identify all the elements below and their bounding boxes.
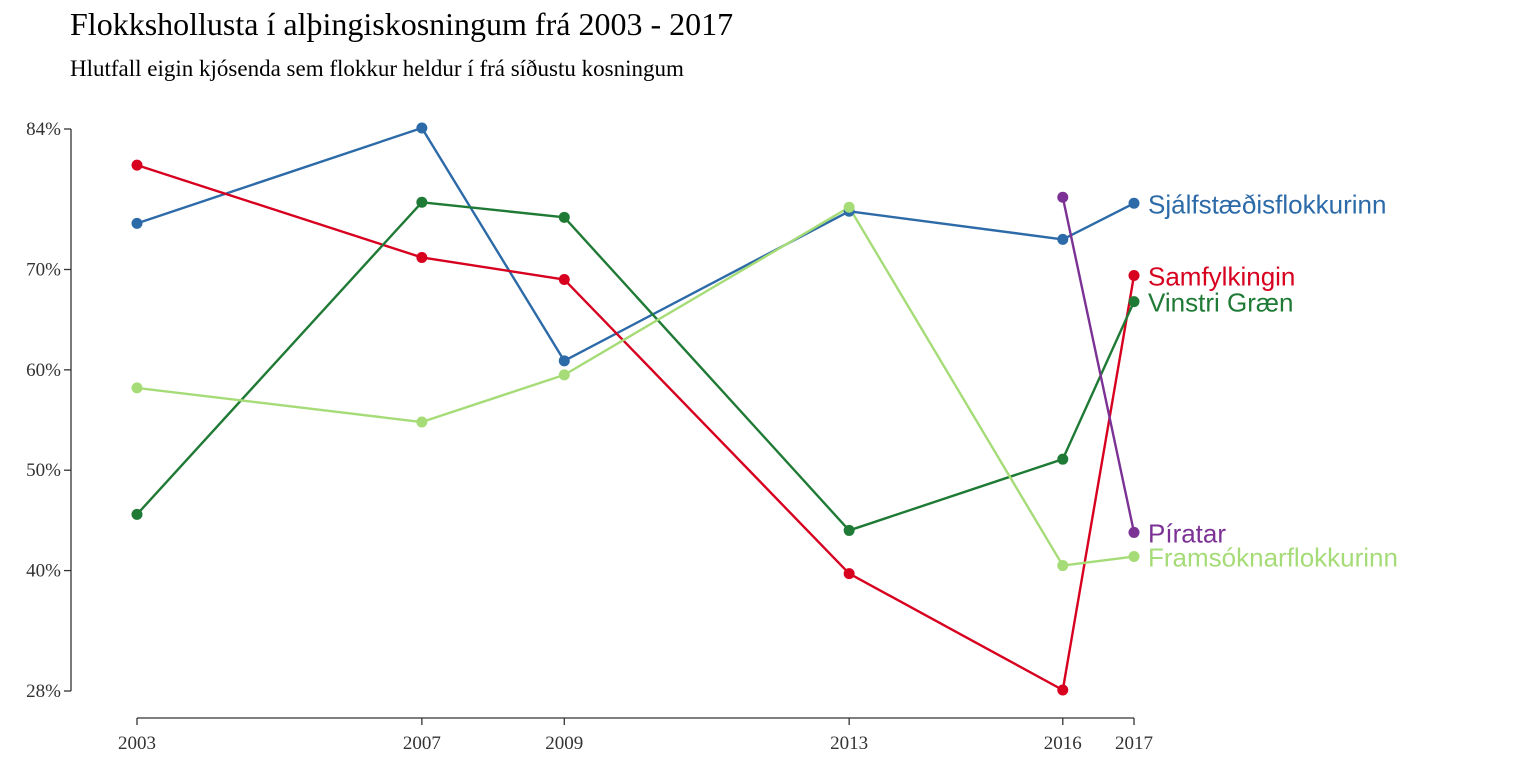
series-label: Sjálfstæðisflokkurinn <box>1148 189 1386 219</box>
chart-title: Flokkshollusta í alþingiskosningum frá 2… <box>70 6 734 42</box>
data-point <box>558 355 570 367</box>
y-tick-label: 40% <box>26 561 61 582</box>
series-label: Píratar <box>1148 518 1226 548</box>
y-tick-label: 84% <box>26 119 61 140</box>
data-point <box>843 524 855 536</box>
data-point <box>131 217 143 229</box>
data-point <box>131 508 143 520</box>
series-line <box>136 163 1136 692</box>
data-point <box>1057 453 1069 465</box>
series-label: Framsóknarflokkurinn <box>1148 543 1398 573</box>
y-tick-label: 50% <box>26 460 61 481</box>
data-point <box>131 159 143 171</box>
x-tick-label: 2016 <box>1044 733 1082 754</box>
data-point <box>1128 551 1140 563</box>
data-point <box>416 416 428 428</box>
axes: 28% 40% 50% 60% 70% 84% 2003 2007 2009 2013 2016 20… <box>26 119 1153 754</box>
series-label: Vinstri Græn <box>1148 288 1293 318</box>
data-point <box>1128 296 1140 308</box>
x-tick-label: 2003 <box>118 733 156 754</box>
series-line <box>1061 196 1136 533</box>
data-point <box>1057 233 1069 245</box>
y-tick-label: 70% <box>26 260 61 281</box>
series-labels: Sjálfstæðisflokkurinn SamfylkinginVinstri… <box>1148 189 1398 572</box>
x-tick-label: 2009 <box>545 733 583 754</box>
data-point <box>1128 270 1140 282</box>
y-tick-label: 60% <box>26 360 61 381</box>
data-point <box>1057 191 1069 203</box>
x-tick-label: 2013 <box>830 733 868 754</box>
series-line <box>136 206 1135 567</box>
chart-subtitle: Hlutfall eigin kjósenda sem flokkur held… <box>70 56 684 81</box>
data-point <box>558 274 570 286</box>
x-tick-label: 2017 <box>1115 733 1153 754</box>
data-point <box>416 251 428 263</box>
data-point <box>1057 560 1069 572</box>
data-point <box>131 382 143 394</box>
series-label: Samfylkingin <box>1148 262 1295 292</box>
data-point <box>558 369 570 381</box>
series-line <box>136 201 1136 532</box>
series-lines <box>136 126 1136 692</box>
data-point <box>1128 526 1140 538</box>
data-point <box>416 122 428 134</box>
data-point <box>1128 197 1140 209</box>
data-point <box>843 201 855 213</box>
series-points <box>131 122 1140 696</box>
data-point <box>416 196 428 208</box>
y-tick-label: 28% <box>26 681 61 702</box>
x-tick-label: 2007 <box>403 733 441 754</box>
data-point <box>558 211 570 223</box>
data-point <box>1057 684 1069 696</box>
data-point <box>843 568 855 580</box>
series-line <box>136 126 1135 363</box>
